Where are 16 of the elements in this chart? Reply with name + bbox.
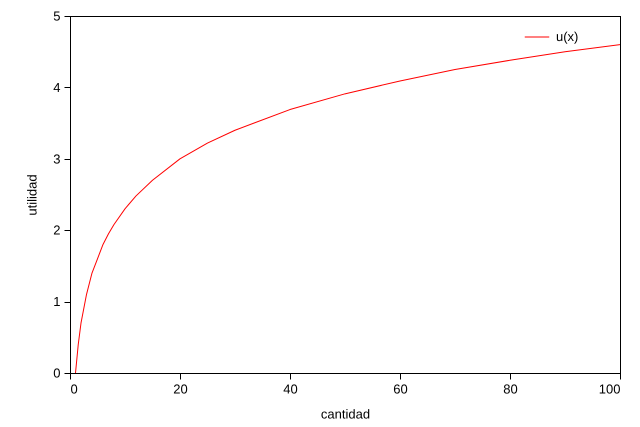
x-axis-title: cantidad: [320, 406, 370, 422]
y-axis-title: utilidad: [24, 174, 40, 216]
x-tick-label: 100: [598, 382, 620, 396]
y-tick-label: 5: [53, 8, 60, 24]
y-tick-label: 2: [53, 222, 60, 238]
legend-label: u(x): [556, 29, 578, 44]
x-tick-label: 0: [70, 382, 78, 396]
x-tick-label: 80: [503, 382, 518, 396]
y-tick-label: 0: [53, 366, 60, 380]
y-tick-label: 4: [53, 80, 60, 95]
y-tick-label: 3: [53, 151, 60, 166]
x-tick-label: 60: [393, 382, 408, 396]
x-tick-label: 20: [173, 382, 188, 396]
line-series: [75, 44, 620, 373]
y-tick-label: 1: [53, 294, 60, 310]
x-tick-label: 40: [283, 382, 298, 396]
